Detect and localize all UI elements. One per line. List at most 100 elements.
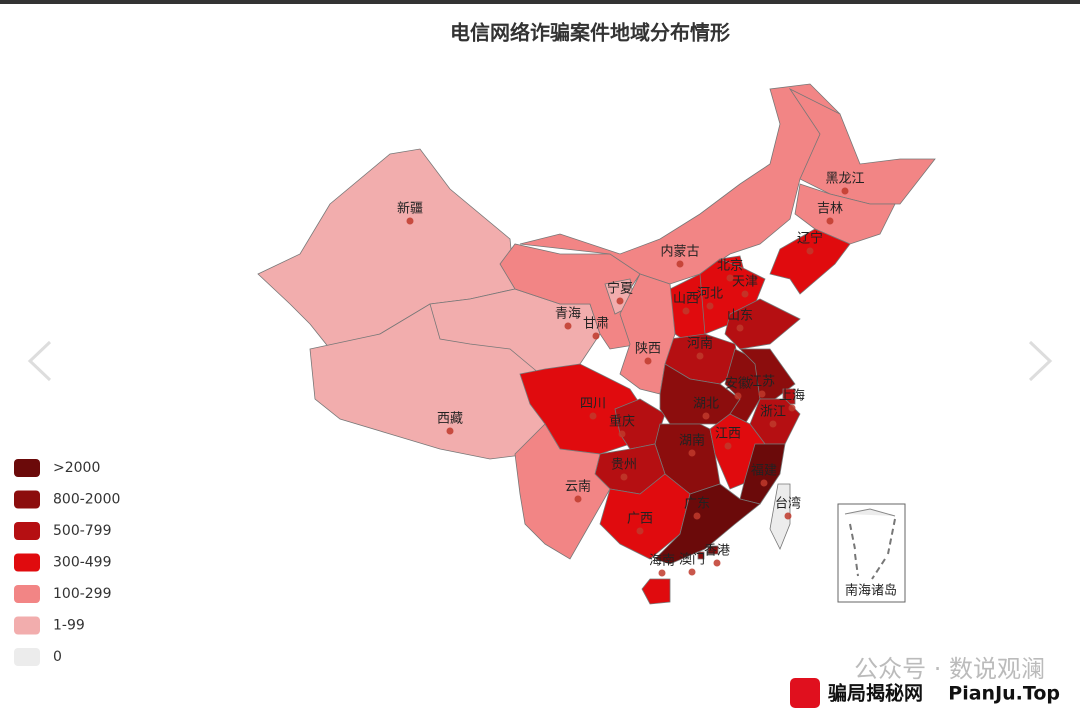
province-dot (406, 217, 414, 225)
province (514, 423, 611, 560)
province-label: 西藏 (437, 412, 463, 427)
inset-coast (844, 508, 896, 517)
province-label: 黑龙江 (825, 172, 864, 187)
legend-label: >2000 (53, 460, 100, 476)
legend: >2000 800-2000 500-799 300-499 100-299 1-99 0 (14, 459, 120, 666)
province-dot (713, 559, 721, 567)
brand-logo (790, 678, 820, 708)
legend-swatch (14, 616, 40, 635)
province-label: 江西 (715, 427, 741, 442)
legend-swatch (14, 522, 40, 540)
province-dot (741, 290, 749, 298)
province-dot (726, 274, 734, 282)
province-dot (616, 297, 624, 305)
province-label: 上海 (779, 389, 805, 404)
inset-dashes (849, 518, 896, 580)
province-label: 四川 (580, 397, 606, 412)
inset-label: 南海诸岛 (845, 583, 897, 599)
province-label: 吉林 (817, 202, 843, 217)
province (429, 288, 601, 375)
province-dot (693, 512, 701, 520)
province-dot (658, 569, 666, 577)
province-label: 云南 (565, 479, 591, 495)
province-dot (688, 449, 696, 457)
province-dot (696, 352, 704, 360)
province (641, 578, 671, 605)
province-dot (788, 404, 796, 412)
province-dot (806, 247, 814, 255)
province-dot (688, 568, 696, 576)
province-dot (702, 412, 710, 420)
province-label: 台湾 (775, 496, 801, 512)
province-dot (589, 412, 597, 420)
province-dot (618, 430, 626, 438)
province-dot (724, 442, 732, 450)
legend-label: 100-299 (53, 586, 112, 602)
province-dot (682, 307, 690, 315)
province-dot (636, 527, 644, 535)
province-label: 江苏 (749, 374, 775, 390)
legend-label: 300-499 (53, 555, 112, 571)
province-label: 海南 (649, 553, 675, 569)
province-dot (736, 324, 744, 332)
prev-arrow[interactable] (27, 340, 52, 382)
province-label: 新疆 (397, 201, 423, 217)
legend-label: 0 (53, 649, 62, 665)
province-label: 北京 (717, 259, 743, 274)
province-label: 香港 (704, 544, 730, 559)
province-label: 甘肃 (583, 317, 609, 332)
province (654, 483, 761, 565)
province-label: 河北 (697, 287, 723, 302)
province-label: 安徽 (725, 377, 751, 392)
province-dot (769, 420, 777, 428)
legend-label: 800-2000 (53, 492, 120, 508)
province-label: 福建 (751, 464, 777, 479)
province-dot (760, 479, 768, 487)
province-dot (758, 390, 766, 398)
province-dot (564, 322, 572, 330)
province-dot (784, 512, 792, 520)
province-label: 湖北 (693, 397, 719, 412)
legend-swatch (14, 459, 40, 477)
province (697, 551, 705, 560)
province-label: 湖南 (679, 433, 705, 449)
next-arrow[interactable] (1028, 340, 1053, 382)
province-label: 青海 (555, 307, 581, 322)
province (769, 228, 851, 295)
province-label: 重庆 (609, 414, 635, 430)
province-dot (620, 473, 628, 481)
brand-site: PianJu.Top (948, 683, 1060, 705)
legend-swatch (14, 553, 40, 572)
legend-label: 500-799 (53, 523, 112, 539)
province-label: 山西 (673, 292, 699, 307)
watermark: 公众号 · 数说观澜 (854, 655, 1045, 683)
province-label: 贵州 (611, 458, 637, 473)
legend-swatch (14, 648, 40, 666)
province-dot (574, 495, 582, 503)
province-dot (826, 217, 834, 225)
province-dot (644, 357, 652, 365)
legend-label: 1-99 (53, 618, 85, 634)
province-label: 浙江 (760, 405, 786, 420)
province (724, 348, 761, 425)
province-label: 天津 (732, 275, 758, 290)
province-label: 澳门 (679, 552, 705, 568)
legend-swatch (14, 585, 40, 603)
province (769, 483, 791, 550)
province-label: 宁夏 (607, 281, 633, 297)
province-label: 陕西 (635, 342, 661, 357)
province-label: 辽宁 (797, 231, 823, 247)
province-dot (446, 427, 454, 435)
province-label: 内蒙古 (660, 244, 699, 260)
province-dot (734, 392, 742, 400)
province-label: 河南 (687, 336, 713, 352)
province-label: 山东 (727, 309, 753, 324)
province-dot (592, 332, 600, 340)
province-dot (676, 260, 684, 268)
legend-swatch (14, 490, 40, 509)
province (707, 545, 719, 555)
south-sea-inset: 南海诸岛 (837, 503, 906, 603)
